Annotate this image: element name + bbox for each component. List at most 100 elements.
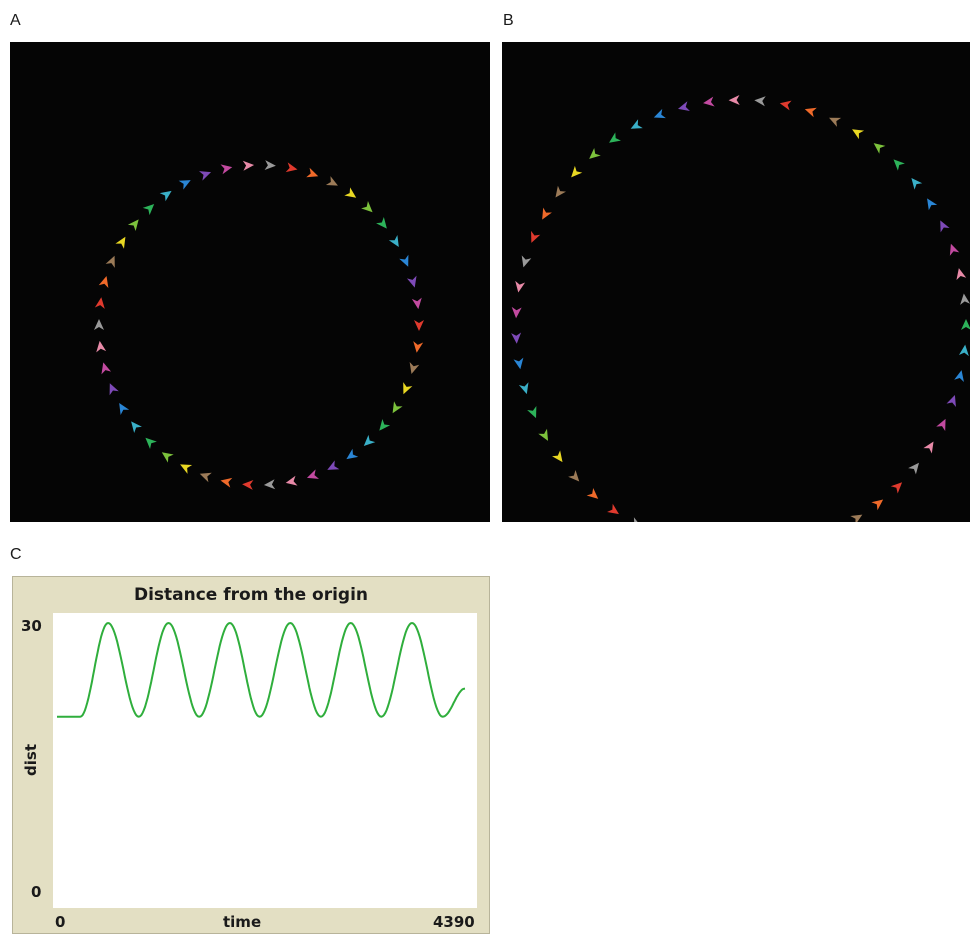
agent-arrow-icon	[961, 319, 970, 330]
agent-arrow-icon	[285, 162, 298, 173]
ring-b-agent-44	[804, 107, 817, 118]
ring-b-agent-54	[960, 293, 970, 305]
x-axis-label: time	[223, 913, 262, 931]
simulation-view-a[interactable]	[10, 42, 490, 522]
agent-arrow-icon	[940, 220, 950, 233]
agent-arrow-icon	[677, 101, 690, 111]
agent-arrow-icon	[409, 362, 420, 374]
ring-a-agent-38	[325, 176, 338, 186]
ring-a-agent-43	[399, 254, 409, 267]
ring-a-agent-45	[411, 297, 422, 310]
ring-b-agent-24	[527, 406, 537, 419]
agent-arrow-icon	[927, 198, 938, 211]
agent-arrow-icon	[406, 275, 417, 288]
ring-b-agent-50	[927, 198, 938, 211]
ring-b-agent-7	[890, 482, 903, 494]
ring-b-agent-48	[893, 159, 905, 171]
agent-arrow-icon	[127, 219, 139, 232]
ring-a-agent-10	[285, 475, 298, 486]
x-tick-max: 4390	[433, 913, 475, 931]
agent-arrow-icon	[399, 254, 409, 267]
agent-arrow-icon	[105, 255, 115, 268]
ring-a-agent-30	[159, 190, 172, 202]
agent-arrow-icon	[145, 437, 157, 449]
ring-b-agent-49	[911, 177, 923, 190]
agent-arrow-icon	[388, 235, 399, 248]
ring-a-agent-21	[101, 362, 112, 375]
ring-a-agent-6	[363, 434, 376, 446]
ring-a-agent-28	[127, 219, 139, 232]
agent-arrow-icon	[263, 479, 276, 490]
ring-b-agent-18	[629, 517, 642, 522]
agent-arrow-icon	[199, 472, 212, 483]
agent-arrow-icon	[936, 418, 946, 431]
y-axis-label: dist	[21, 744, 40, 776]
ring-b-agent-51	[940, 220, 950, 233]
y-tick-min: 0	[31, 883, 42, 901]
ring-a-agent-17	[145, 437, 157, 449]
ring-b-agent-31	[531, 230, 541, 243]
y-tick-max: 30	[21, 617, 42, 635]
ring-a-agent-44	[406, 275, 417, 288]
ring-b-agent-33	[555, 185, 566, 198]
agent-arrow-icon	[392, 401, 403, 414]
agent-arrow-icon	[361, 201, 373, 213]
ring-b-agent-26	[513, 357, 524, 370]
distance-plot-widget: Distance from the origin 30 0 0 4390 tim…	[12, 576, 490, 934]
ring-b-agent-45	[829, 117, 842, 127]
panel-label-c: C	[10, 546, 22, 563]
agent-arrow-icon	[98, 276, 109, 288]
ring-a-agent-12	[242, 479, 254, 490]
ring-a-agent-39	[344, 187, 357, 198]
agent-arrow-icon	[376, 216, 387, 229]
ring-a-agent-37	[306, 167, 319, 178]
ring-b-agent-22	[552, 450, 563, 463]
agent-arrow-icon	[142, 204, 155, 216]
ring-b-agent-36	[609, 132, 621, 143]
agent-arrow-icon	[413, 341, 424, 353]
agents-ring-a	[94, 160, 424, 490]
ring-a-agent-42	[388, 235, 399, 248]
ring-a-agent-29	[142, 204, 155, 216]
agent-arrow-icon	[829, 117, 842, 127]
x-tick-min: 0	[55, 913, 66, 931]
agent-arrow-icon	[630, 119, 643, 129]
ring-b-agent-38	[653, 108, 666, 119]
simulation-view-b[interactable]	[502, 42, 970, 522]
agent-arrow-icon	[531, 230, 541, 243]
agent-arrow-icon	[653, 108, 666, 119]
ring-a-agent-35	[264, 160, 276, 171]
agent-arrow-icon	[94, 297, 105, 309]
agent-arrow-icon	[754, 96, 766, 107]
series-line-0	[57, 621, 466, 718]
agent-arrow-icon	[327, 460, 340, 470]
agent-arrow-icon	[728, 94, 740, 105]
agent-arrow-icon	[285, 475, 298, 486]
ring-b-agent-23	[538, 428, 549, 441]
ring-b-agent-46	[852, 129, 865, 140]
ring-b-agent-4	[936, 418, 946, 431]
panel-label-a: A	[10, 12, 21, 29]
agent-arrow-icon	[949, 243, 960, 256]
agent-arrow-icon	[890, 482, 903, 494]
ring-b-agent-3	[946, 394, 956, 407]
ring-b-agent-2	[954, 370, 964, 383]
agent-arrow-icon	[946, 394, 956, 407]
ring-a-agent-27	[115, 236, 126, 249]
agent-arrow-icon	[513, 357, 524, 370]
ring-a-agent-16	[161, 452, 174, 463]
ring-a-agent-24	[94, 297, 105, 309]
ring-b-agent-5	[923, 441, 934, 454]
agent-arrow-icon	[527, 406, 537, 419]
ring-a-agent-25	[98, 276, 109, 288]
ring-a-agent-33	[220, 164, 233, 175]
panel-label-b: B	[503, 12, 514, 29]
agent-arrow-icon	[511, 332, 522, 344]
agent-arrow-icon	[101, 362, 112, 375]
agent-arrow-icon	[515, 280, 526, 293]
ring-b-agent-9	[850, 514, 863, 522]
ring-a-agent-1	[413, 341, 424, 353]
agent-arrow-icon	[958, 344, 969, 357]
agent-arrow-icon	[555, 185, 566, 198]
agent-arrow-icon	[414, 320, 424, 331]
